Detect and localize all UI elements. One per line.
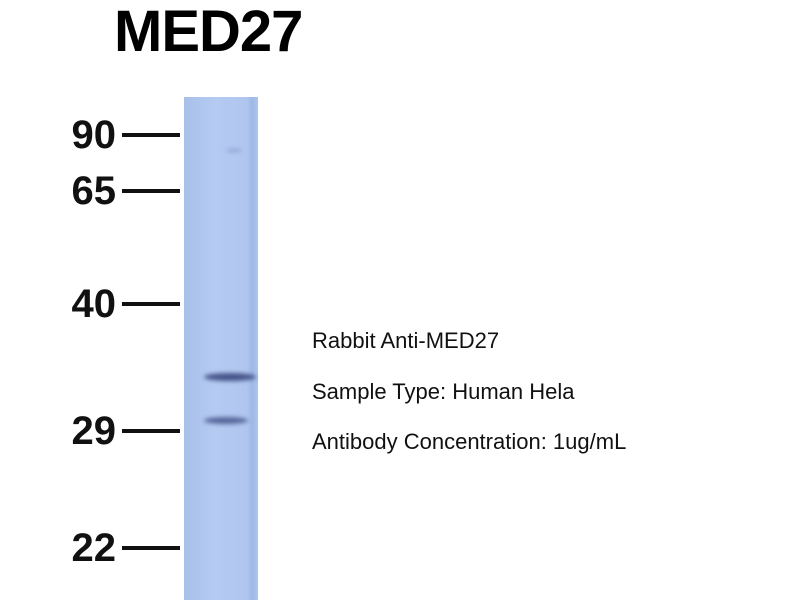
antibody-concentration-label: Antibody Concentration: 1ug/mL bbox=[312, 429, 627, 454]
marker-label: 40 bbox=[71, 282, 117, 326]
faint-band bbox=[226, 149, 242, 152]
marker-label: 90 bbox=[71, 113, 117, 157]
marker-tick bbox=[122, 546, 180, 550]
marker-90: 90 bbox=[60, 115, 184, 155]
band-lower bbox=[204, 417, 248, 424]
marker-tick bbox=[122, 429, 180, 433]
sample-type-label: Sample Type: Human Hela bbox=[312, 379, 575, 404]
antibody-label: Rabbit Anti-MED27 bbox=[312, 328, 500, 353]
marker-label: 65 bbox=[71, 169, 117, 213]
marker-65: 65 bbox=[60, 171, 184, 211]
marker-tick bbox=[122, 189, 180, 193]
marker-label: 29 bbox=[71, 409, 117, 453]
marker-label: 22 bbox=[71, 526, 117, 570]
marker-tick bbox=[122, 302, 180, 306]
marker-tick bbox=[122, 133, 180, 137]
marker-22: 22 bbox=[60, 528, 184, 568]
gel-lane bbox=[184, 97, 258, 600]
band-upper bbox=[204, 373, 256, 381]
blot-title: MED27 bbox=[114, 0, 303, 64]
marker-40: 40 bbox=[60, 284, 184, 324]
marker-29: 29 bbox=[60, 411, 184, 451]
